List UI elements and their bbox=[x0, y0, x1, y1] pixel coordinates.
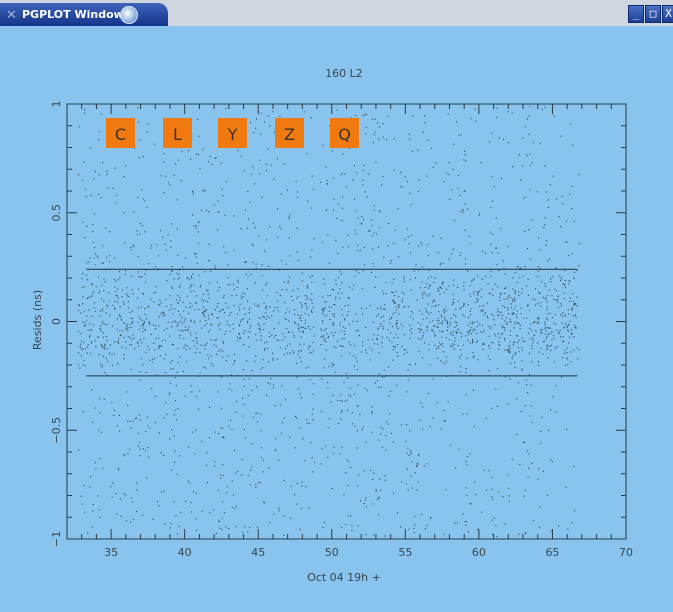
y-tick-label: −1 bbox=[50, 531, 63, 547]
plot-frame bbox=[66, 103, 627, 540]
x-tick-label: 40 bbox=[178, 546, 192, 559]
label-box bbox=[330, 118, 359, 148]
x-tick-label: 35 bbox=[104, 546, 118, 559]
y-tick-label: 1 bbox=[50, 101, 63, 108]
title-bar[interactable]: ✕ PGPLOT Window 1 _ □ X bbox=[0, 0, 673, 26]
scatter-points bbox=[77, 106, 580, 538]
y-tick-label: 0 bbox=[50, 318, 63, 325]
x-tick-label: 45 bbox=[251, 546, 265, 559]
x-tick-label: 55 bbox=[398, 546, 412, 559]
app-icon[interactable] bbox=[120, 6, 138, 24]
maximize-button[interactable]: □ bbox=[645, 5, 661, 23]
residuals-plot: 160 L2 Oct 04 19h + Resids (ns) 35 40 45 50… bbox=[31, 67, 633, 584]
label-box bbox=[106, 118, 135, 148]
x-tick-label: 65 bbox=[545, 546, 559, 559]
label-text: C bbox=[115, 125, 126, 144]
title-tab[interactable]: ✕ PGPLOT Window 1 bbox=[0, 3, 168, 26]
label-box bbox=[163, 118, 192, 148]
y-tick-label: 0.5 bbox=[50, 204, 63, 222]
group-label-c: C bbox=[106, 118, 135, 148]
group-label-l: L bbox=[163, 118, 192, 148]
group-label-y: Y bbox=[218, 118, 247, 148]
label-box bbox=[275, 118, 304, 148]
x-tick-label: 70 bbox=[619, 546, 633, 559]
y-axis: −1 −0.5 0 0.5 1 bbox=[50, 101, 626, 547]
chart-title: 160 L2 bbox=[325, 67, 363, 80]
label-text: Z bbox=[284, 125, 295, 144]
group-label-q: Q bbox=[330, 118, 359, 148]
window-title: PGPLOT Window 1 bbox=[22, 8, 136, 21]
minimize-button[interactable]: _ bbox=[628, 5, 644, 23]
label-box bbox=[218, 118, 247, 148]
label-text: Q bbox=[338, 125, 351, 144]
data-points bbox=[77, 106, 580, 538]
x-tick-label: 60 bbox=[472, 546, 486, 559]
x-axis: 35 40 45 50 55 60 65 70 bbox=[66, 104, 633, 559]
y-tick-label: −0.5 bbox=[50, 417, 63, 444]
x-axis-label: Oct 04 19h + bbox=[307, 571, 381, 584]
x-logo-icon: ✕ bbox=[6, 8, 17, 23]
group-label-z: Z bbox=[275, 118, 304, 148]
label-text: L bbox=[173, 125, 182, 144]
label-text: Y bbox=[227, 125, 238, 144]
x-tick-label: 50 bbox=[325, 546, 339, 559]
y-axis-label: Resids (ns) bbox=[31, 290, 44, 350]
reference-lines bbox=[86, 268, 578, 377]
close-button[interactable]: X bbox=[662, 5, 673, 23]
